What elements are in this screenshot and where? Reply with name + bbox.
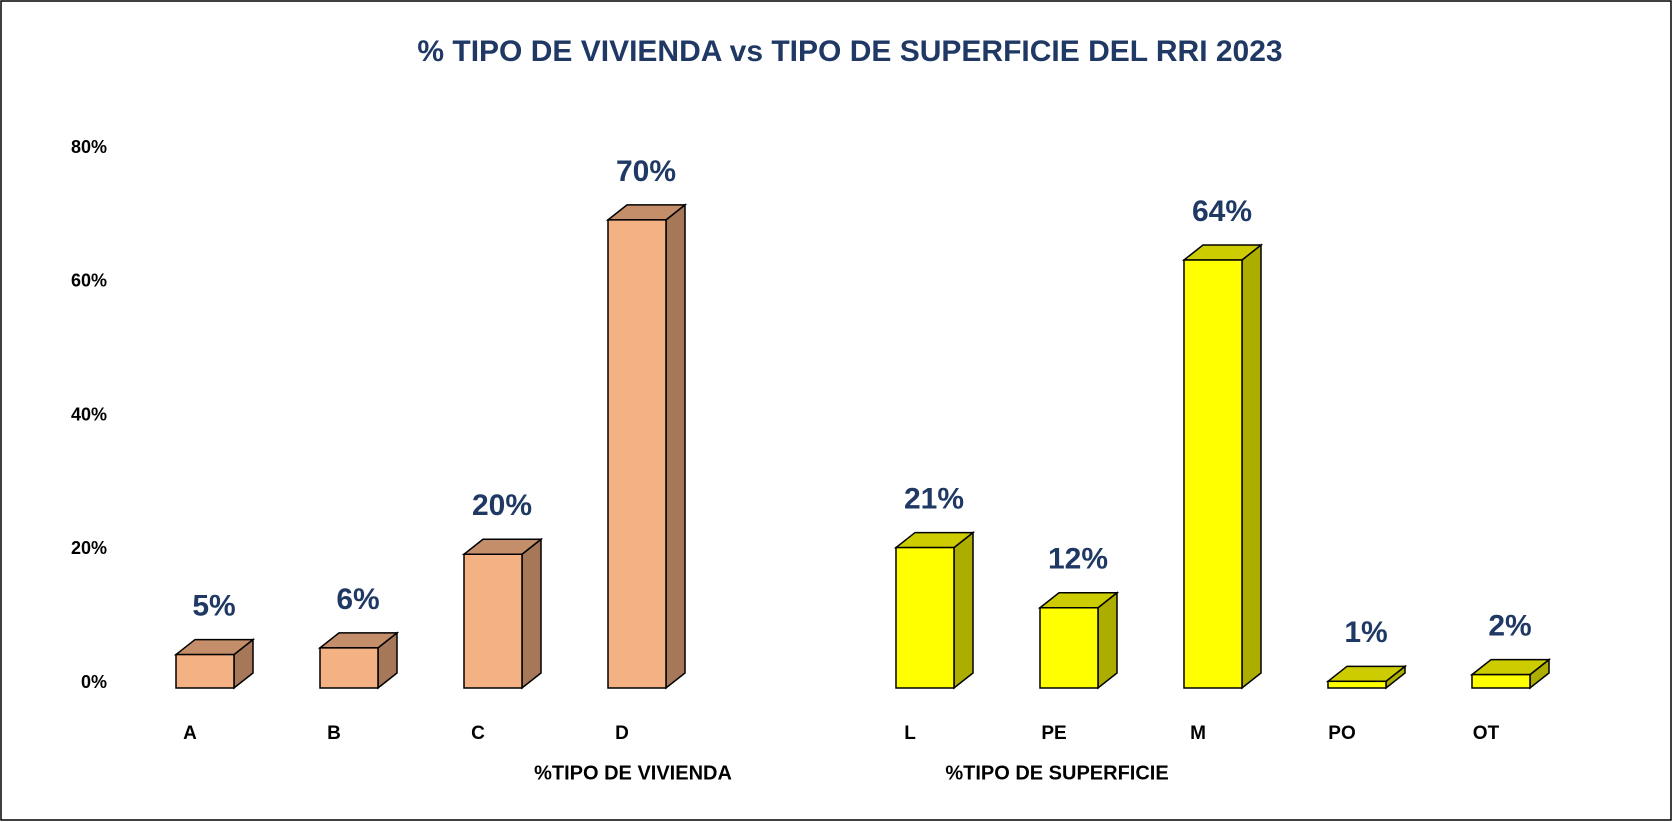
x-tick-label: M — [1190, 723, 1206, 744]
data-label: 12% — [1048, 543, 1108, 576]
bar-front — [1183, 259, 1243, 689]
bar — [173, 638, 256, 690]
y-tick-label: 80% — [71, 137, 107, 157]
bar-front — [175, 653, 235, 689]
data-label: 5% — [192, 589, 235, 622]
bar — [1469, 658, 1552, 690]
y-tick-label: 20% — [71, 538, 107, 558]
bar-front — [1471, 673, 1531, 689]
bar-front — [1039, 607, 1099, 689]
data-label: 64% — [1192, 195, 1252, 228]
bar — [461, 537, 544, 690]
bar — [893, 531, 976, 690]
y-tick-label: 0% — [81, 672, 107, 692]
x-tick-label: A — [183, 723, 197, 744]
bar — [1037, 591, 1120, 690]
bar-side — [521, 537, 542, 690]
data-label: 2% — [1488, 610, 1531, 643]
data-label: 6% — [336, 583, 379, 616]
x-tick-label: OT — [1473, 723, 1500, 744]
bar — [1181, 243, 1264, 690]
data-label: 20% — [472, 489, 532, 522]
chart-title: % TIPO DE VIVIENDA vs TIPO DE SUPERFICIE… — [417, 35, 1282, 68]
data-label: 1% — [1344, 616, 1387, 649]
bar-side — [1241, 243, 1262, 690]
bar-side — [1097, 591, 1118, 690]
data-label: 70% — [616, 155, 676, 188]
bar-front — [463, 553, 523, 689]
bar — [605, 203, 688, 690]
group-label: %TIPO DE VIVIENDA — [534, 762, 732, 784]
bar — [317, 631, 400, 690]
x-tick-label: C — [471, 723, 485, 744]
bar — [1325, 664, 1408, 690]
data-label: 21% — [904, 482, 964, 515]
y-tick-label: 40% — [71, 404, 107, 424]
bar-front — [895, 546, 955, 689]
bar-front — [607, 219, 667, 689]
bar-front — [1327, 680, 1387, 689]
bar-front — [319, 647, 379, 689]
group-label: %TIPO DE SUPERFICIE — [945, 762, 1168, 784]
x-tick-label: PE — [1041, 723, 1066, 744]
x-tick-label: PO — [1328, 723, 1355, 744]
y-tick-label: 60% — [71, 271, 107, 291]
x-tick-label: L — [904, 723, 916, 744]
x-tick-label: B — [327, 723, 341, 744]
bar-side — [953, 531, 974, 690]
x-tick-label: D — [615, 723, 629, 744]
bar-side — [665, 203, 686, 690]
